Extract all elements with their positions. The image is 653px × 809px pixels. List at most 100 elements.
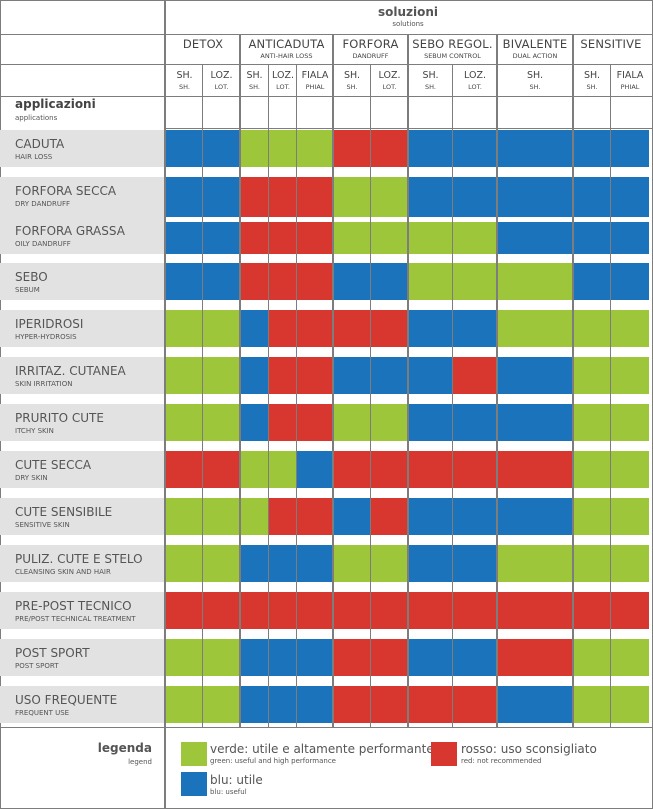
matrix-cell [611,222,649,254]
matrix-cell [371,404,408,441]
group-subheader-bivalente: DUAL ACTION [512,52,558,60]
column-header: FIALA [301,70,329,81]
legend-label-red: rosso: uso sconsigliato [461,742,597,756]
row-sublabel-forfora-grassa: OILY DANDRUFF [15,240,71,248]
matrix-cell [269,404,297,441]
matrix-cell [333,545,371,582]
matrix-cell [203,498,240,535]
matrix-cell [333,310,371,347]
matrix-cell [333,263,371,300]
matrix-cell [408,357,453,394]
matrix-cell [611,545,649,582]
matrix-cell [269,177,297,217]
matrix-cell [573,639,611,676]
column-header: LOZ. [378,70,401,81]
matrix-cell [573,686,611,723]
matrix-cell [453,404,497,441]
matrix-cell [408,639,453,676]
matrix-cell [240,310,269,347]
column-subheader: LOT. [382,83,397,91]
matrix-cell [573,451,611,488]
matrix-cell [497,177,573,217]
matrix-cell [240,177,269,217]
group-subheader-forfora: DANDRUFF [352,52,389,60]
row-label-forfora-grassa: FORFORA GRASSA [15,224,125,238]
column-subheader: PHIAL [305,83,325,91]
column-header: SH. [422,70,439,81]
matrix-cell [333,592,371,629]
matrix-cell [297,263,333,300]
matrix-cell [497,310,573,347]
matrix-cell [371,222,408,254]
header-line [0,34,653,35]
matrix-cell [166,263,203,300]
matrix-cell [333,451,371,488]
column-subheader: SH. [529,83,541,91]
matrix-cell [453,263,497,300]
matrix-cell [573,130,611,167]
legend-label-blue: blu: utile [210,773,263,787]
matrix-cell [297,498,333,535]
matrix-cell [611,130,649,167]
column-header: LOZ. [464,70,486,81]
matrix-cell [166,177,203,217]
group-divider [407,34,409,727]
legend-subtitle: legend [128,758,152,766]
row-label-band [0,498,165,535]
column-divider [370,64,371,727]
row-sublabel-caduta: HAIR LOSS [15,153,53,161]
matrix-cell [371,177,408,217]
matrix-cell [371,310,408,347]
header-line [0,96,653,97]
row-sublabel-post-sport: POST SPORT [15,662,59,670]
column-header: LOZ. [210,70,233,81]
matrix-cell [371,686,408,723]
matrix-cell [497,592,573,629]
matrix-cell [453,451,497,488]
matrix-cell [269,686,297,723]
matrix-cell [611,451,649,488]
matrix-cell [611,592,649,629]
row-label-band [0,545,165,582]
solutions-title: soluzioni [377,5,439,19]
row-label-band [0,130,165,167]
column-subheader: SH. [425,83,436,91]
header-line [0,64,653,65]
row-label-puliz-cute-e-stelo: PULIZ. CUTE E STELO [15,552,143,566]
legend-line [0,727,653,728]
row-label-band [0,310,165,347]
legend-title: legenda [97,741,152,755]
matrix-cell [269,545,297,582]
matrix-cell [573,545,611,582]
matrix-cell [203,592,240,629]
matrix-cell [371,451,408,488]
matrix-cell [371,357,408,394]
matrix-cell [453,686,497,723]
matrix-cell [453,130,497,167]
matrix-cell [203,222,240,254]
matrix-cell [240,222,269,254]
matrix-cell [166,404,203,441]
matrix-cell [297,310,333,347]
matrix-cell [269,130,297,167]
matrix-cell [269,310,297,347]
matrix-cell [240,498,269,535]
column-subheader: SH. [346,83,358,91]
matrix-cell [371,263,408,300]
row-sublabel-uso-frequente: FREQUENT USE [15,709,70,717]
matrix-cell [333,177,371,217]
matrix-cell [240,357,269,394]
matrix-cell [269,639,297,676]
matrix-cell [203,686,240,723]
matrix-cell [408,222,453,254]
matrix-cell [203,404,240,441]
row-sublabel-cute-secca: DRY SKIN [15,474,48,482]
matrix-cell [497,639,573,676]
group-subheader-anticaduta: ANTI-HAIR LOSS [260,52,313,60]
matrix-cell [166,686,203,723]
matrix-cell [497,222,573,254]
row-label-irritaz-cutanea: IRRITAZ. CUTANEA [15,364,126,378]
row-label-band [0,404,165,441]
group-header-bivalente: BIVALENTE [502,37,568,51]
matrix-cell [611,404,649,441]
